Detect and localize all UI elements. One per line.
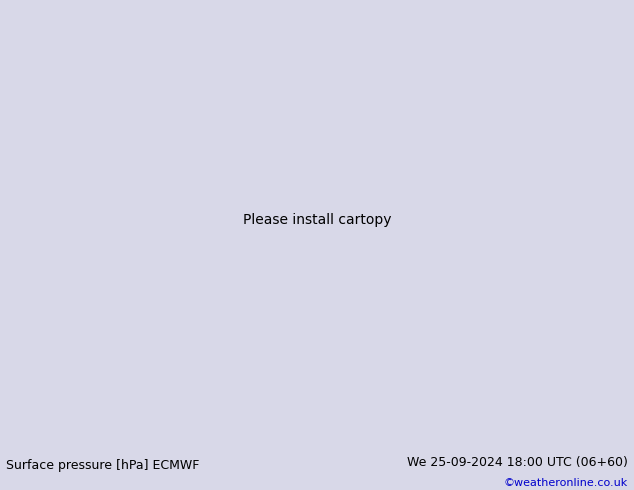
Text: Surface pressure [hPa] ECMWF: Surface pressure [hPa] ECMWF: [6, 459, 200, 471]
Text: ©weatheronline.co.uk: ©weatheronline.co.uk: [503, 477, 628, 488]
Text: Please install cartopy: Please install cartopy: [243, 213, 391, 227]
Text: We 25-09-2024 18:00 UTC (06+60): We 25-09-2024 18:00 UTC (06+60): [407, 456, 628, 469]
